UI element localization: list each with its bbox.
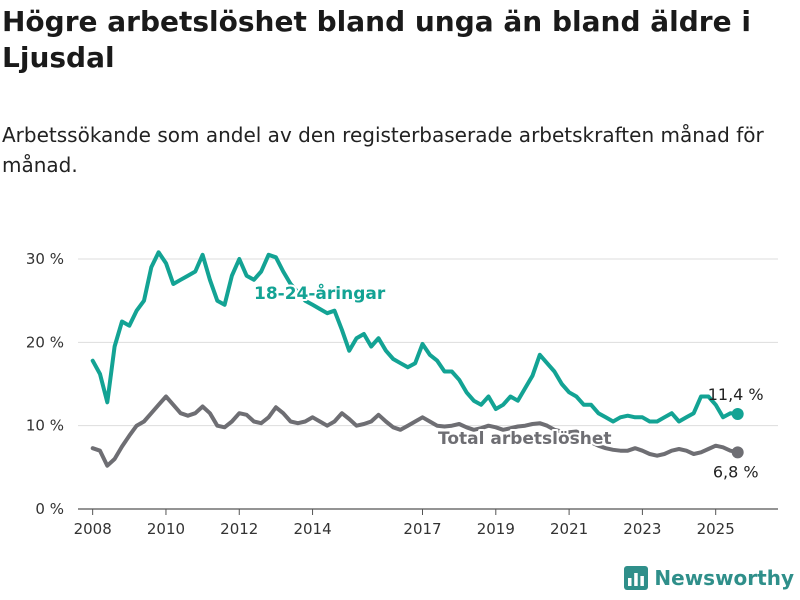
end-point-total — [731, 446, 744, 459]
end-label-youth: 11,4 % — [708, 385, 764, 404]
end-label-total: 6,8 % — [713, 462, 759, 481]
x-tick-label: 2017 — [403, 520, 441, 538]
y-tick-label: 30 % — [26, 250, 64, 268]
brand-logo[interactable]: Newsworthy — [624, 566, 794, 590]
series-line-total — [90, 394, 740, 468]
series-label-youth: 18-24-åringar — [254, 282, 386, 304]
x-tick-label: 2021 — [550, 520, 588, 538]
y-tick-label: 20 % — [26, 333, 64, 351]
x-tick-label: 2025 — [697, 520, 735, 538]
x-tick-label: 2014 — [293, 520, 331, 538]
bar-chart-logo-icon — [624, 566, 649, 590]
x-tick-label: 2023 — [623, 520, 661, 538]
y-tick-label: 0 % — [35, 500, 64, 518]
x-tick-label: 2012 — [220, 520, 258, 538]
series-label-total: Total arbetslöshet — [438, 429, 612, 449]
chart-title: Högre arbetslöshet bland unga än bland ä… — [2, 5, 751, 74]
series-line-youth — [90, 250, 740, 424]
x-tick-label: 2019 — [477, 520, 515, 538]
x-tick-label: 2010 — [147, 520, 185, 538]
y-tick-label: 10 % — [26, 417, 64, 435]
x-tick-label: 2008 — [74, 520, 112, 538]
brand-name: Newsworthy — [654, 566, 794, 590]
chart-subtitle: Arbetssökande som andel av den registerb… — [2, 123, 764, 177]
end-point-youth — [731, 408, 744, 420]
